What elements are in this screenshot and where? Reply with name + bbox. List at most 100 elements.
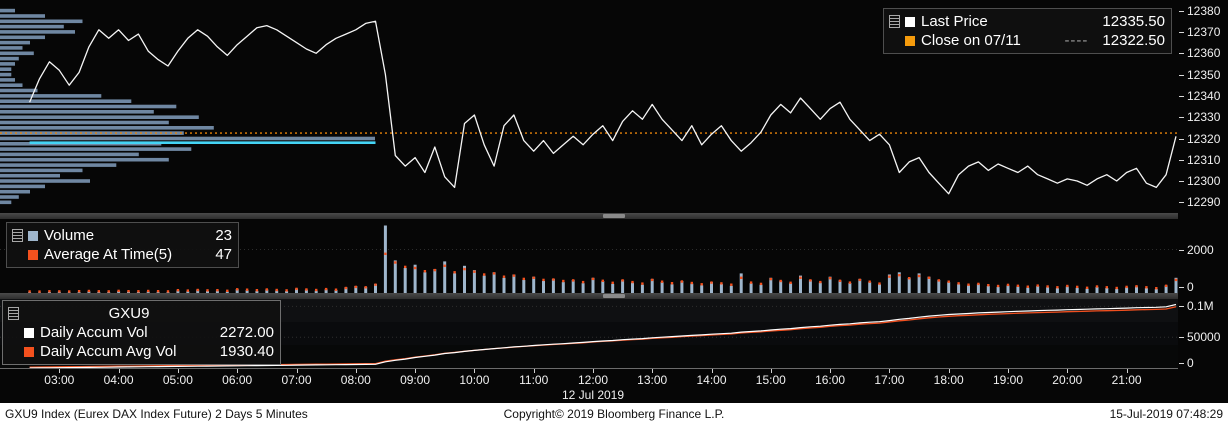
legend-grip-icon[interactable] [8, 307, 19, 320]
x-axis-tick [474, 369, 476, 373]
close-price-swatch-icon [905, 35, 915, 46]
x-axis-label: 03:00 [44, 373, 75, 387]
x-axis-tick [1126, 369, 1128, 373]
legend-grip-icon[interactable] [12, 229, 23, 242]
volume-legend-row[interactable]: Volume 23 [27, 226, 233, 245]
last-price-line [29, 20, 1177, 195]
last-price-swatch-icon [905, 16, 915, 27]
daily-accum-avg-vol-legend-row[interactable]: Daily Accum Avg Vol 1930.40 [23, 342, 275, 361]
panel-divider[interactable] [0, 213, 1228, 219]
x-axis-label: 09:00 [400, 373, 431, 387]
avg-at-time-label: Average At Time(5) [44, 246, 173, 263]
daily-accum-vol-legend-row[interactable]: Daily Accum Vol 2272.00 [23, 323, 275, 342]
status-bar: GXU9 Index (Eurex DAX Index Future) 2 Da… [0, 403, 1228, 425]
volume-label: Volume [44, 227, 95, 244]
x-axis-tick [889, 369, 891, 373]
daily-accum-avg-vol-label: Daily Accum Avg Vol [40, 343, 177, 360]
date-label: 12 Jul 2019 [561, 388, 625, 402]
x-axis-label: 06:00 [222, 373, 253, 387]
x-axis-label: 12:00 [577, 373, 609, 387]
divider-grip-icon[interactable] [603, 294, 625, 298]
volume-legend[interactable]: Volume 23 Average At Time(5) 47 [6, 222, 239, 268]
price-panel[interactable] [0, 0, 1178, 213]
daily-accum-vol-swatch-icon [24, 327, 34, 338]
x-axis-tick [415, 369, 417, 373]
y-axis-label: 0 [1178, 280, 1194, 294]
legend-grip-icon[interactable] [889, 15, 900, 28]
x-axis-tick [652, 369, 654, 373]
x-axis-tick [177, 369, 179, 373]
x-axis-tick [1067, 369, 1069, 373]
last-price-value: 12335.50 [1102, 13, 1165, 30]
daily-accum-vol-label: Daily Accum Vol [40, 324, 148, 341]
x-axis-tick [533, 369, 535, 373]
clock-timestamp: 15-Jul-2019 07:48:29 [1109, 407, 1223, 421]
y-axis-label: 12380 [1178, 4, 1220, 18]
x-axis-label: 13:00 [637, 373, 668, 387]
x-axis-tick [237, 369, 239, 373]
volume-value: 23 [215, 227, 232, 244]
close-price-legend-row[interactable]: Close on 07/11 ---- 12322.50 [904, 31, 1166, 50]
x-axis-label: 11:00 [519, 373, 549, 387]
time-axis: 03:00 04:00 05:00 06:00 07:00 08:00 09:00 10:00… [0, 368, 1178, 389]
volume-bars [28, 225, 1178, 293]
y-axis-label: 12300 [1178, 174, 1220, 188]
price-legend[interactable]: Last Price 12335.50 Close on 07/11 ---- … [883, 8, 1172, 54]
avg-at-time-swatch-icon [28, 249, 38, 260]
x-axis-tick [59, 369, 61, 373]
y-axis-label: 12370 [1178, 25, 1220, 39]
panel-divider[interactable] [0, 293, 1228, 299]
x-axis-label: 17:00 [874, 373, 905, 387]
y-axis-label: 12320 [1178, 132, 1220, 146]
x-axis-label: 07:00 [281, 373, 312, 387]
x-axis-tick [948, 369, 950, 373]
avg-at-time-value: 47 [215, 246, 232, 263]
x-axis-label: 16:00 [815, 373, 846, 387]
chart-description: GXU9 Index (Eurex DAX Index Future) 2 Da… [5, 407, 308, 421]
y-axis-label: 12310 [1178, 153, 1220, 167]
close-price-label: Close on 07/11 [921, 32, 1021, 49]
daily-accum-vol-value: 2272.00 [219, 324, 274, 341]
x-axis-label: 04:00 [103, 373, 134, 387]
x-axis-tick [830, 369, 832, 373]
price-axis-column: 12380 12370 12360 12350 12340 12330 12320 12310… [1178, 0, 1228, 370]
accum-volume-legend[interactable]: GXU9 Daily Accum Vol 2272.00 Daily Accum… [2, 300, 281, 365]
volume-panel[interactable] [0, 219, 1178, 293]
x-axis-label: 05:00 [162, 373, 193, 387]
volume-swatch-icon [28, 230, 38, 241]
x-axis-label: 20:00 [1052, 373, 1083, 387]
x-axis-tick [118, 369, 120, 373]
y-axis-label: 50000 [1178, 330, 1220, 344]
x-axis-label: 08:00 [340, 373, 371, 387]
y-axis-label: 2000 [1178, 243, 1214, 257]
x-axis-label: 18:00 [933, 373, 964, 387]
daily-accum-avg-vol-swatch-icon [24, 346, 34, 357]
close-price-value: 12322.50 [1102, 32, 1165, 49]
x-axis-tick [711, 369, 713, 373]
x-axis-tick [355, 369, 357, 373]
last-price-legend-row[interactable]: Last Price 12335.50 [904, 12, 1166, 31]
x-axis-tick [296, 369, 298, 373]
accum-legend-title: GXU9 [108, 305, 150, 322]
x-axis-label: 10:00 [459, 373, 490, 387]
divider-grip-icon[interactable] [603, 214, 625, 218]
x-axis-tick [593, 369, 594, 373]
y-axis-label: 12350 [1178, 68, 1220, 82]
y-axis-label: 12290 [1178, 195, 1220, 209]
x-axis-tick [1008, 369, 1009, 373]
daily-accum-avg-vol-value: 1930.40 [219, 343, 274, 360]
accum-volume-panel[interactable] [0, 299, 1178, 368]
last-price-label: Last Price [921, 13, 988, 30]
avg-at-time-legend-row[interactable]: Average At Time(5) 47 [27, 245, 233, 264]
daily-accum-vol-line [29, 303, 1177, 368]
avg-at-time-dots [28, 252, 1178, 293]
close-price-dash-sample: ---- [1064, 32, 1089, 49]
y-axis-label: 0 [1178, 356, 1194, 370]
x-axis-label: 21:00 [1111, 373, 1142, 387]
y-axis-label: 12340 [1178, 89, 1220, 103]
y-axis-label: 0.1M [1178, 299, 1214, 313]
y-axis-label: 12360 [1178, 46, 1220, 60]
date-row: 12 Jul 2019 [0, 388, 1178, 403]
x-axis-label: 14:00 [696, 373, 727, 387]
